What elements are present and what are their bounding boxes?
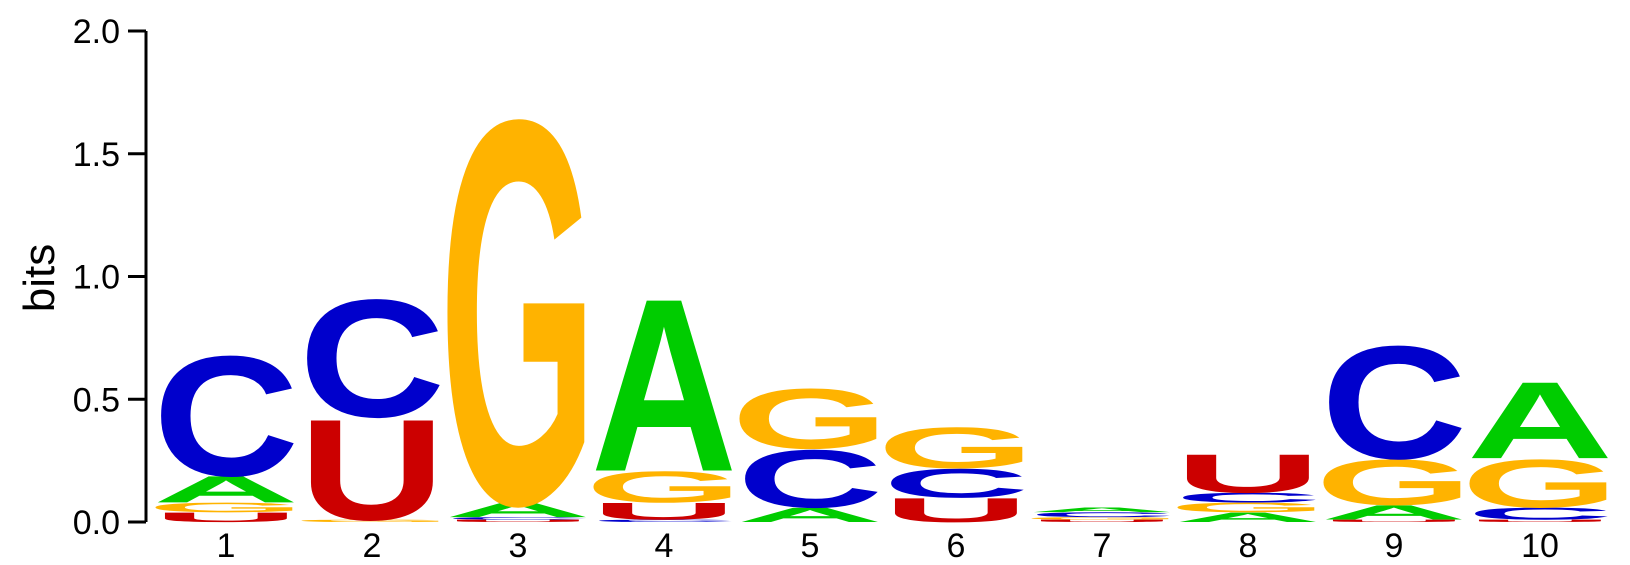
logo-letter-g: G [877,415,1035,480]
logo-letter-g: G [1315,446,1473,519]
logo-letter-c: C [299,265,445,453]
x-ticks: 1 2 3 4 5 6 7 8 9 10 [217,527,1559,565]
logo-letter-a: A [1467,359,1613,482]
logo-letter-g: G [1169,500,1327,515]
logo-letter-u: U [1175,443,1321,504]
logo-letter-c: C [1029,511,1175,519]
x-tick-label: 1 [217,527,236,565]
logo-letter-a: A [1029,506,1175,514]
logo-letter-u: U [1467,519,1613,523]
logo-letter-u: U [883,491,1029,529]
logo-letter-c: C [153,320,299,512]
logo-letter-c: C [737,433,883,525]
logo-letter-u: U [153,510,299,525]
logo-letter-a: A [591,246,737,522]
logo-letter-a: A [737,503,883,526]
logo-letter-u: U [1321,519,1467,523]
y-ticks: 0.0 0.5 1.0 1.5 2.0 [73,13,146,542]
logo-letter-c: C [445,516,591,520]
y-axis-title: bits [15,244,64,312]
logo-letter-c: C [1175,490,1321,505]
y-tick-label: 1.5 [73,136,120,174]
x-tick-label: 5 [801,527,820,565]
logo-letter-g: G [147,500,305,515]
logo-letter-g: G [585,462,743,512]
y-tick-label: 0.0 [73,504,120,542]
x-tick-label: 4 [655,527,674,565]
logo-letter-u: U [591,498,737,525]
logo-letter-g: G [293,519,451,523]
x-tick-label: 3 [509,527,528,565]
logo-letter-c: C [1467,504,1613,523]
x-tick-label: 10 [1521,527,1559,565]
x-tick-label: 6 [947,527,966,565]
logo-letter-c: C [1321,312,1467,492]
y-tick-label: 2.0 [73,13,120,51]
x-tick-label: 2 [363,527,382,565]
logo-letter-a: A [153,468,299,510]
logo-letter-u: U [299,390,445,550]
logo-letter-a: A [445,499,591,522]
logo-letter-a: A [1175,510,1321,525]
x-tick-label: 9 [1385,527,1404,565]
logo-letter-g: G [439,6,597,565]
logo-letter-c: C [591,519,737,523]
x-tick-label: 8 [1239,527,1258,565]
logo-letter-u: U [1029,519,1175,523]
y-tick-label: 1.0 [73,259,120,297]
y-tick-label: 0.5 [73,381,120,419]
x-tick-label: 7 [1093,527,1112,565]
logo-letter-u: U [445,519,591,523]
logo-letter-g: G [731,371,889,467]
logo-letter-g: G [1023,516,1181,520]
logo-letter-g: G [1461,446,1619,523]
logo-letter-c: C [883,461,1029,507]
logo-letter-a: A [1321,501,1467,524]
